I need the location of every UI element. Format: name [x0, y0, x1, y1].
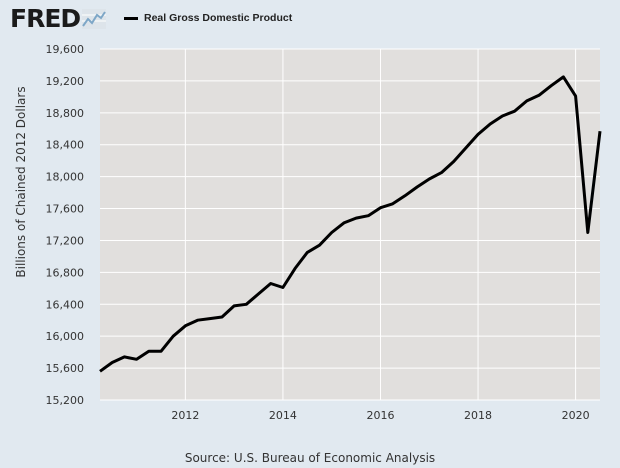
line-chart-icon: [82, 8, 107, 29]
legend-label: Real Gross Domestic Product: [144, 12, 293, 24]
y-axis-label: Billions of Chained 2012 Dollars: [14, 86, 28, 278]
x-tick-label: 2020: [562, 409, 590, 422]
y-tick-label: 18,000: [46, 171, 85, 184]
y-tick-label: 19,600: [46, 43, 85, 56]
series-line-gdp: [99, 75, 602, 373]
x-axis-ticks: 2012 2014 2016 2018 2020: [171, 409, 589, 422]
y-tick-label: 17,200: [46, 234, 85, 247]
y-tick-label: 17,600: [46, 203, 85, 216]
chart-legend: Real Gross Domestic Product: [124, 12, 292, 24]
y-tick-label: 16,400: [46, 298, 85, 311]
y-tick-label: 18,800: [46, 107, 85, 120]
x-tick-label: 2016: [366, 409, 394, 422]
legend-swatch: [124, 16, 138, 20]
fred-logo[interactable]: FRED: [10, 4, 107, 33]
y-tick-label: 18,400: [46, 139, 85, 152]
logo-text: FRED: [10, 4, 81, 33]
x-tick-label: 2014: [269, 409, 297, 422]
y-axis-ticks: 19,600 19,200 18,800 18,400 18,000 17,600 17,2…: [46, 43, 85, 407]
series-lines: [99, 75, 602, 373]
y-tick-label: 19,200: [46, 75, 85, 88]
x-tick-label: 2012: [171, 409, 199, 422]
y-tick-label: 16,000: [46, 330, 85, 343]
x-tick-label: 2018: [464, 409, 492, 422]
y-tick-label: 15,600: [46, 362, 85, 375]
y-tick-label: 16,800: [46, 266, 85, 279]
line-chart: 19,600 19,200 18,800 18,400 18,000 17,600 17,2…: [46, 43, 602, 422]
source-note: Source: U.S. Bureau of Economic Analysis: [184, 451, 436, 465]
y-tick-label: 15,200: [46, 394, 85, 407]
